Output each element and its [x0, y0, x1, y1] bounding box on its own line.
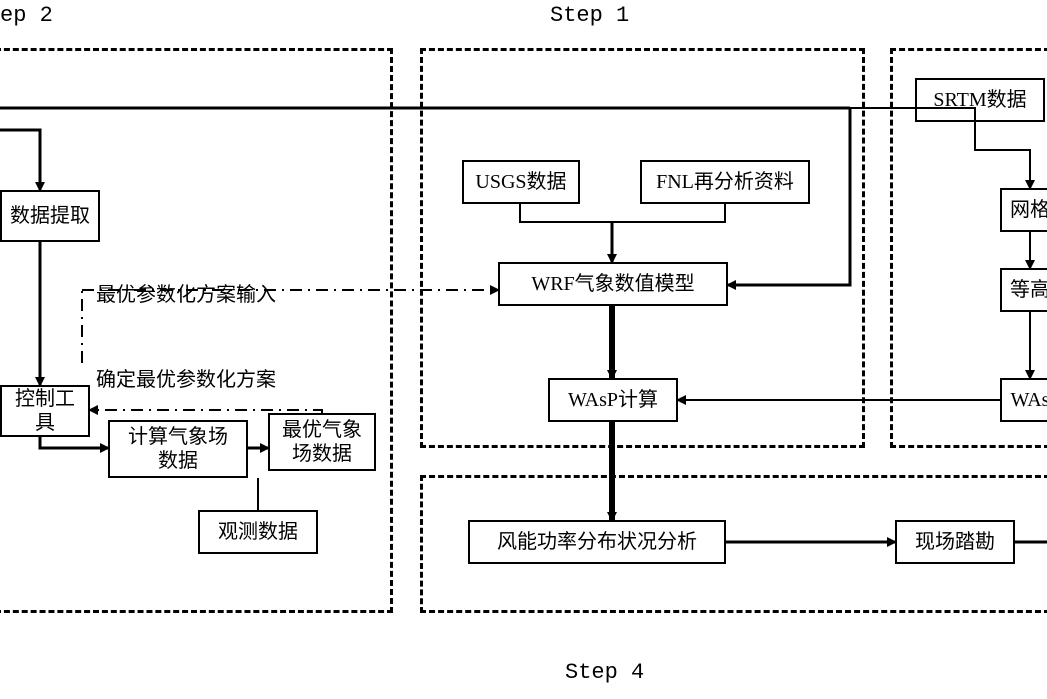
- node-obs-data: 观测数据: [198, 510, 318, 554]
- node-calc-met: 计算气象场 数据: [108, 420, 248, 478]
- step1-label: Step 1: [550, 3, 629, 28]
- node-fnl: FNL再分析资料: [640, 160, 810, 204]
- flow-label-opt-decide: 确定最优参数化方案: [96, 363, 276, 392]
- node-survey: 现场踏勘: [895, 520, 1015, 564]
- node-best-met: 最优气象 场数据: [268, 413, 376, 471]
- flow-label-opt-input: 最优参数化方案输入: [96, 278, 276, 307]
- node-data-extract: 数据提取: [0, 190, 100, 242]
- step2-label: ep 2: [0, 3, 53, 28]
- node-wasp: WAsP计算: [548, 378, 678, 422]
- node-wind-analysis: 风能功率分布状况分析: [468, 520, 726, 564]
- step4-label: Step 4: [565, 660, 644, 685]
- node-wrf: WRF气象数值模型: [498, 262, 728, 306]
- node-wasp-r: WAs: [1000, 378, 1047, 422]
- node-ctrl-tool: 控制工具: [0, 385, 90, 437]
- node-srtm: SRTM数据: [915, 78, 1045, 122]
- node-grid: 网格: [1000, 188, 1047, 232]
- step2-region: [0, 48, 393, 613]
- node-contour: 等高: [1000, 268, 1047, 312]
- node-usgs: USGS数据: [462, 160, 580, 204]
